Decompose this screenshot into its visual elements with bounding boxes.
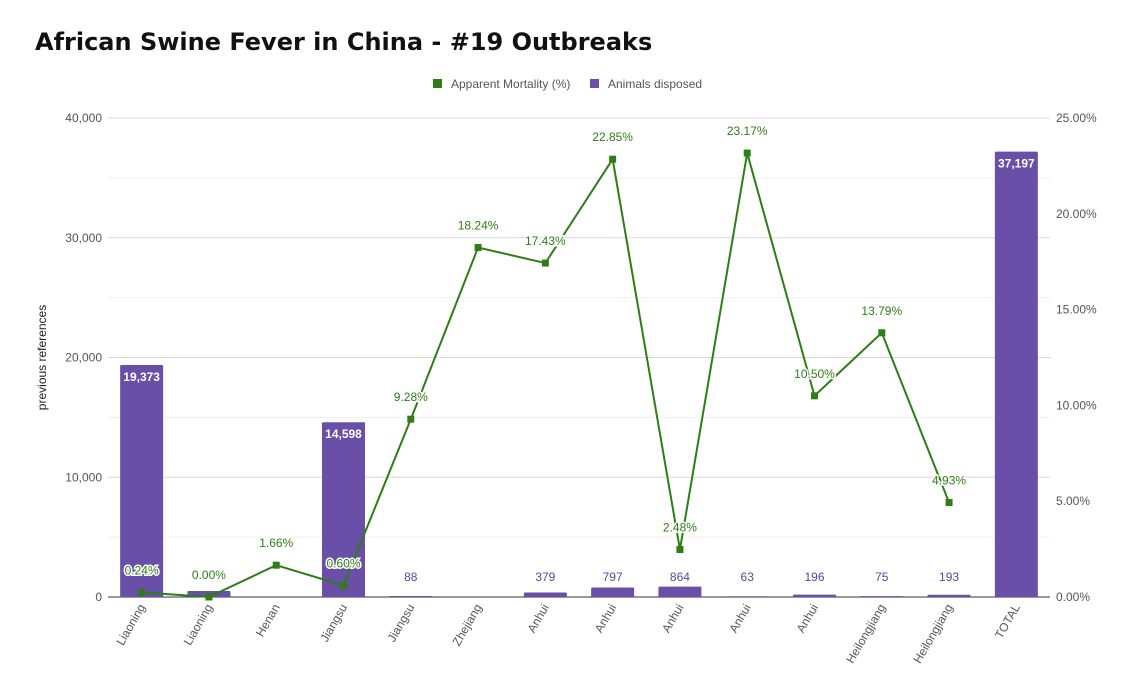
line-point: [811, 392, 818, 400]
bar: [860, 596, 904, 597]
line-data-label: 0.60%: [326, 557, 360, 571]
y2-tick-label: 25.00%: [1056, 111, 1097, 125]
bar: [523, 592, 567, 597]
line-point: [407, 415, 415, 423]
line-point: [138, 588, 146, 596]
x-tick-label: TOTAL: [992, 601, 1023, 641]
y2-tick-label: 20.00%: [1056, 207, 1097, 221]
line-data-label: 0.00%: [192, 568, 226, 582]
y-tick-label: 20,000: [65, 351, 102, 365]
x-tick-label: Zhejiang: [450, 602, 485, 649]
line-point: [205, 593, 213, 601]
bar: [793, 594, 836, 597]
line-data-label: 22.85%: [592, 130, 633, 144]
y2-tick-label: 0.00%: [1056, 590, 1090, 604]
line-point: [676, 545, 684, 553]
line-point: [474, 244, 482, 252]
line-point: [878, 329, 886, 337]
x-tick-label: Jiangsu: [385, 602, 418, 645]
x-tick-label: Anhui: [659, 602, 686, 636]
line-data-label: 4.93%: [932, 474, 966, 488]
line-data-label: 0.24%: [125, 563, 159, 577]
legend-swatch: [590, 79, 599, 88]
line-data-label: 17.43%: [525, 234, 566, 248]
bar-data-label: 379: [535, 570, 555, 584]
legend-label: Animals disposed: [608, 77, 702, 91]
line-data-label: 10.50%: [794, 367, 835, 381]
bar-data-label: 864: [670, 570, 690, 584]
line-point: [541, 259, 549, 267]
bar-data-label: 193: [939, 570, 959, 584]
x-tick-label: Heilongjiang: [843, 602, 888, 666]
bar: [120, 365, 164, 597]
bar-data-label: 19,373: [123, 370, 160, 384]
bar: [927, 594, 971, 597]
bar: [658, 586, 702, 597]
x-tick-label: Liaoning: [181, 602, 216, 648]
x-tick-label: Henan: [253, 602, 283, 640]
y-tick-label: 0: [95, 590, 102, 604]
x-tick-label: Anhui: [524, 602, 551, 636]
x-tick-label: Anhui: [592, 602, 619, 636]
y-tick-label: 30,000: [65, 231, 102, 245]
line-point: [609, 155, 617, 163]
line-point: [743, 149, 751, 157]
line-data-label: 23.17%: [727, 124, 768, 138]
y-axis-title: previous references: [35, 305, 49, 410]
bar: [322, 422, 365, 597]
line-data-label: 9.28%: [394, 390, 428, 404]
x-tick-label: Anhui: [794, 602, 821, 636]
line-data-label: 1.66%: [259, 536, 293, 550]
y2-tick-label: 5.00%: [1056, 494, 1090, 508]
bar: [389, 595, 433, 597]
y2-tick-label: 10.00%: [1056, 398, 1097, 412]
bar: [994, 151, 1038, 597]
x-tick-label: Jiangsu: [317, 602, 350, 645]
x-tick-label: Anhui: [726, 602, 753, 636]
bar-data-label: 63: [741, 570, 755, 584]
line-point: [340, 582, 347, 590]
bar: [591, 587, 635, 597]
bar: [725, 596, 769, 597]
bar-data-label: 75: [875, 570, 889, 584]
bar-data-label: 196: [804, 570, 824, 584]
legend-swatch: [433, 79, 442, 88]
bar-data-label: 797: [603, 570, 623, 584]
line-point: [272, 561, 280, 569]
x-tick-label: Heilongjiang: [911, 602, 956, 666]
line-data-label: 18.24%: [458, 219, 499, 233]
legend-label: Apparent Mortality (%): [451, 77, 570, 91]
bar-data-label: 37,197: [998, 157, 1035, 171]
x-tick-label: Liaoning: [113, 602, 148, 648]
bar-data-label: 14,598: [325, 427, 362, 441]
line-data-label: 2.48%: [663, 520, 697, 534]
chart-title: African Swine Fever in China - #19 Outbr…: [35, 28, 653, 56]
line-point: [945, 499, 953, 507]
y-tick-label: 40,000: [65, 111, 102, 125]
y-tick-label: 10,000: [65, 470, 102, 484]
line-data-label: 13.79%: [861, 304, 902, 318]
y2-tick-label: 15.00%: [1056, 303, 1097, 317]
bar-data-label: 88: [404, 570, 418, 584]
